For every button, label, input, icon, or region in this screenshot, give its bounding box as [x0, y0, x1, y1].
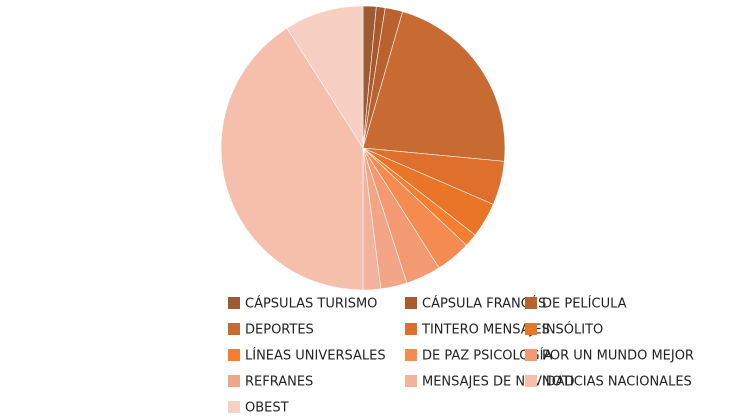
- legend-swatch: [525, 349, 537, 361]
- legend-label: DE PELÍCULA: [542, 296, 627, 312]
- pie-slice: [220, 27, 364, 291]
- legend-swatch: [228, 375, 240, 387]
- legend-swatch: [525, 323, 537, 335]
- legend-label: TINTERO MENSAJES: [421, 323, 550, 338]
- legend-swatch: [228, 401, 240, 413]
- legend-label: POR UN MUNDO MEJOR: [542, 349, 694, 364]
- legend-label: OBEST: [245, 401, 289, 416]
- pie-slice: [286, 5, 364, 150]
- legend-swatch: [405, 297, 417, 309]
- legend-label: REFRANES: [245, 375, 313, 390]
- legend-label: CÁPSULAS TURISMO: [245, 296, 377, 312]
- legend-swatch: [228, 323, 240, 335]
- legend-label: LÍNEAS UNIVERSALES: [245, 348, 386, 364]
- legend-swatch: [228, 349, 240, 361]
- legend-swatch: [405, 375, 417, 387]
- legend-swatch: [525, 375, 537, 387]
- legend-swatch: [228, 297, 240, 309]
- legend-label: CÁPSULA FRANCÉS: [422, 296, 546, 312]
- legend-label: DE PAZ PSICOLOGÍA: [422, 348, 552, 364]
- legend-label: INSÓLITO: [542, 322, 603, 338]
- legend-swatch: [405, 323, 417, 335]
- legend-swatch: [405, 349, 417, 361]
- legend-label: DEPORTES: [245, 323, 314, 338]
- legend-label: NOTICIAS NACIONALES: [542, 375, 692, 390]
- legend-swatch: [525, 297, 537, 309]
- pie-slice: [362, 11, 506, 162]
